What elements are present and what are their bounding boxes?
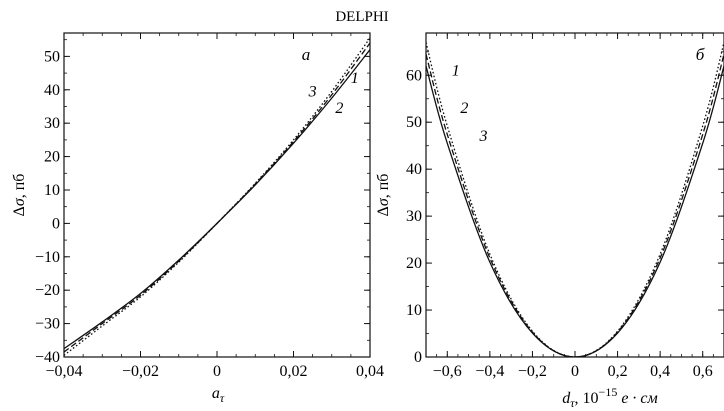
curve-label-2: 2 [460, 100, 468, 117]
y-tick-label: −20 [35, 282, 60, 299]
x-tick-label: 0 [213, 363, 221, 380]
curve-label-3: 3 [478, 128, 487, 145]
figure-title: DELPHI [335, 9, 388, 25]
panel-b: 0 10 20 30 40 50 60 −0,6 −0,4 −0,2 0 0,2 0,4 0,6 1 23 б Δ… [375, 32, 724, 410]
x-tick-label: 0,2 [608, 363, 628, 380]
panel-letter: б [696, 45, 705, 64]
x-tick-label: −0,6 [433, 363, 462, 380]
y-tick-label: 10 [406, 302, 422, 319]
x-axis-label: aτ [212, 385, 225, 405]
series-line-1 [426, 65, 724, 357]
y-tick-label: 10 [44, 182, 60, 199]
x-tick-label: −0,2 [518, 363, 547, 380]
y-axis-label: Δσ, пб [375, 174, 392, 217]
y-tick-label: 20 [44, 149, 60, 166]
series-line-1 [64, 49, 370, 350]
y-axis-label: Δσ, пб [11, 174, 28, 217]
plot-frame [63, 32, 371, 358]
curve-label-1: 1 [351, 70, 359, 87]
series-line-2 [64, 42, 370, 353]
x-tick-label: 0,02 [280, 363, 308, 380]
series-line-2 [426, 53, 724, 357]
y-tick-label: 50 [44, 48, 60, 65]
y-tick-label: 30 [44, 115, 60, 132]
y-tick-label: 20 [406, 255, 422, 272]
y-tick-label: 40 [406, 161, 422, 178]
curve-label-3: 3 [308, 83, 317, 100]
y-tick-label: −30 [35, 316, 60, 333]
curve-label-2: 2 [335, 100, 343, 117]
y-tick-label: 50 [406, 114, 422, 131]
x-tick-label: −0,04 [45, 363, 82, 380]
x-tick-label: −0,4 [475, 363, 504, 380]
panel-a: −40 −30 −20 −10 0 10 20 30 40 50 −0,04 −0,02 0 0,02 0,… [11, 32, 384, 405]
y-tick-label: 0 [414, 349, 422, 366]
y-tick-label: −40 [35, 349, 60, 366]
y-tick-label: 30 [406, 208, 422, 225]
plot-frame [425, 32, 724, 358]
x-tick-label: 0,04 [356, 363, 384, 380]
x-tick-label: −0,02 [122, 363, 159, 380]
series-line-3 [426, 42, 724, 357]
panel-letter: а [302, 45, 311, 64]
y-tick-label: 60 [406, 67, 422, 84]
x-axis-label: dτ, 10−15 e · см [562, 385, 658, 410]
y-tick-label: 40 [44, 82, 60, 99]
x-tick-label: 0,4 [650, 363, 670, 380]
y-tick-label: 0 [52, 215, 60, 232]
y-tick-label: −10 [35, 249, 60, 266]
x-tick-label: 0,6 [693, 363, 713, 380]
curve-label-1: 1 [452, 62, 460, 79]
x-tick-label: 0 [571, 363, 579, 380]
series-line-3 [64, 37, 370, 356]
